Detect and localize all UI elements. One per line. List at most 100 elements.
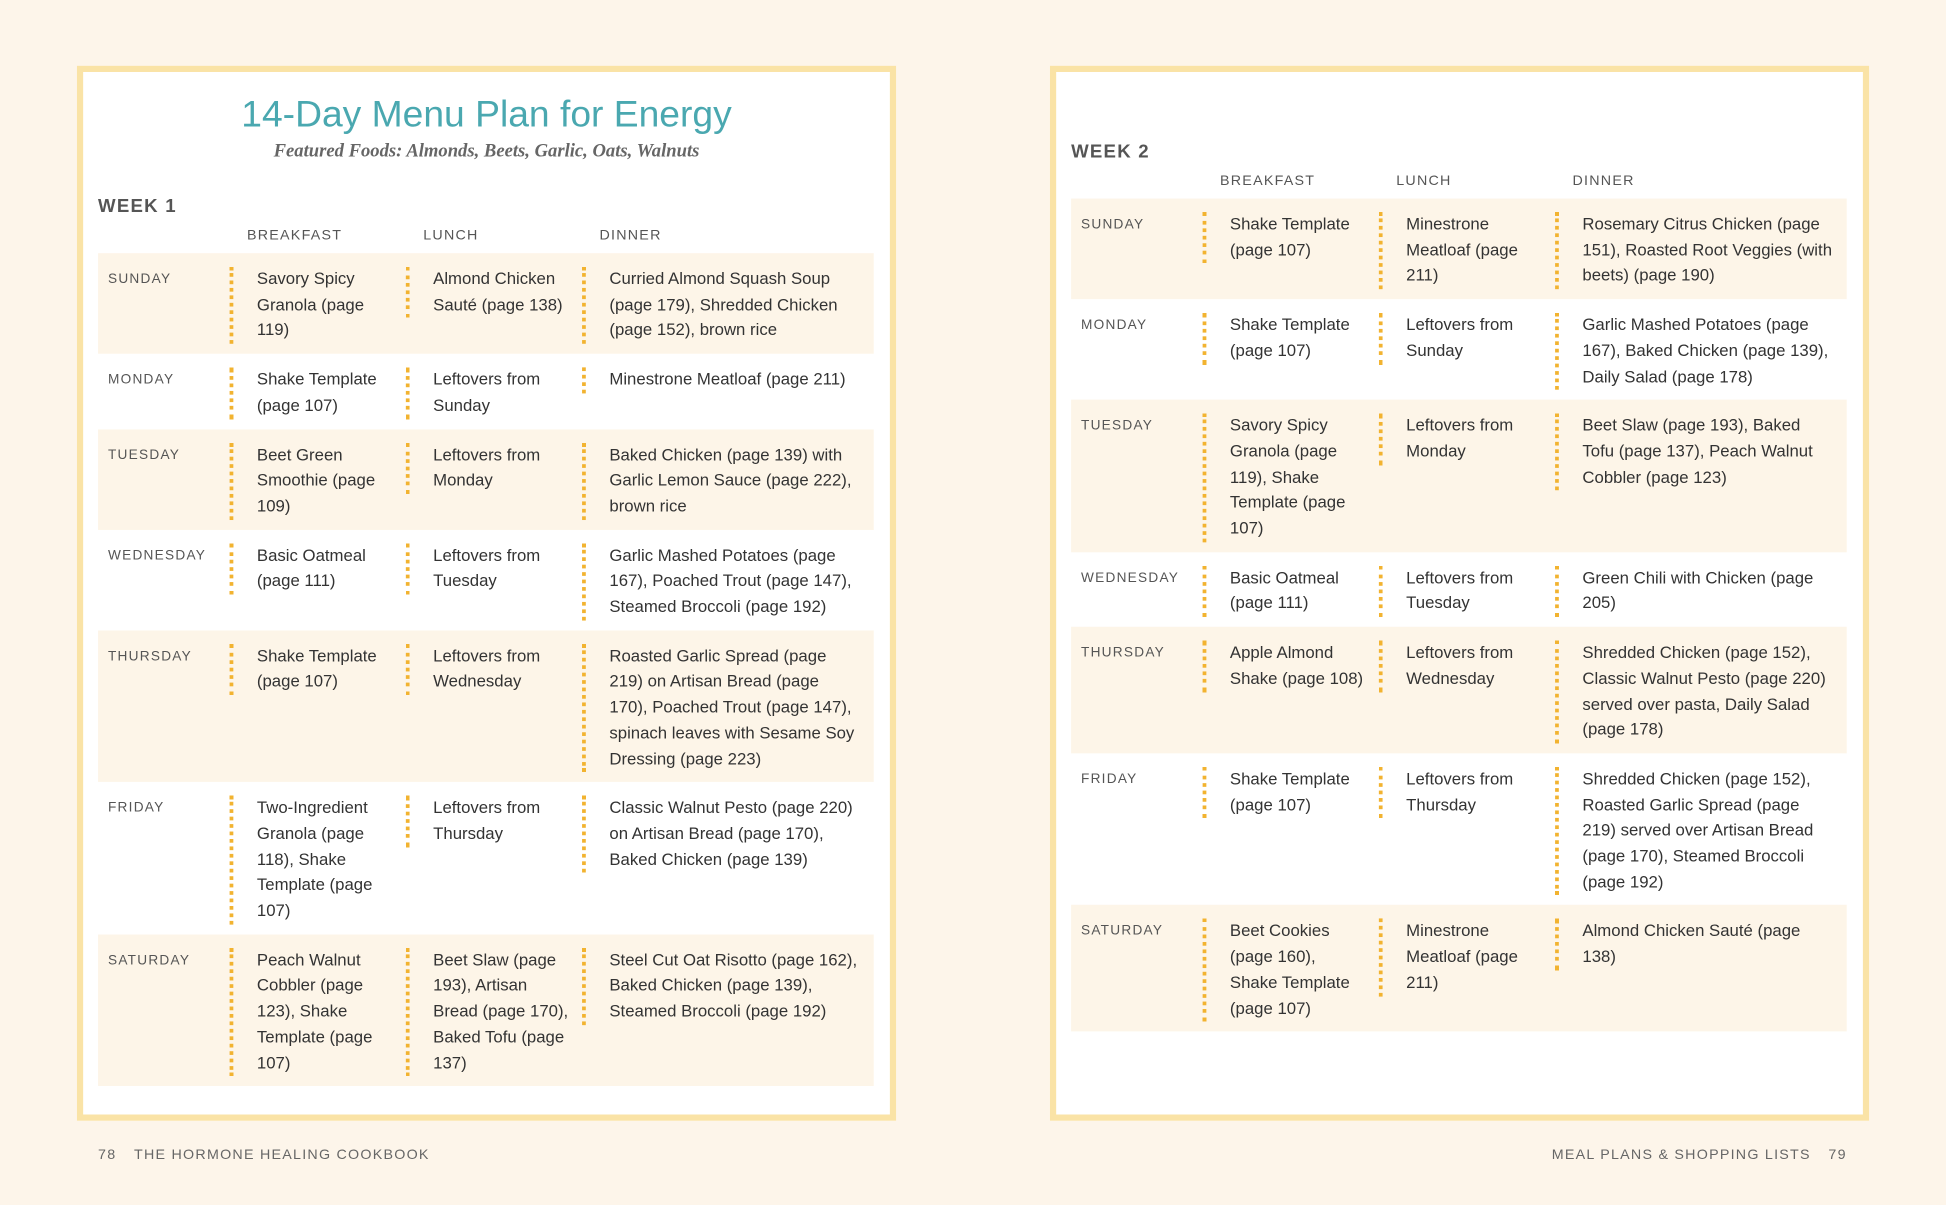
meal-text: Leftovers from Thursday xyxy=(405,795,582,848)
meal-cell: Shake Template (page 107) xyxy=(1202,312,1379,390)
title: 14-Day Menu Plan for Energy xyxy=(241,94,732,136)
meal-text: Leftovers from Wednesday xyxy=(1378,640,1555,692)
meal-cell: Baked Chicken (page 139) with Garlic Lem… xyxy=(582,442,874,520)
meal-row: TUESDAY Savory Spicy Granola (page 119), … xyxy=(1071,399,1847,552)
week-label: WEEK 2 xyxy=(1071,141,1150,163)
meal-cell: Leftovers from Tuesday xyxy=(405,543,582,620)
meal-row: MONDAY Shake Template (page 107) Leftovers… xyxy=(98,354,874,429)
meal-cell: Shredded Chicken (page 152), Roasted Gar… xyxy=(1555,766,1847,896)
meal-row: WEDNESDAY Basic Oatmeal (page 111) Leftove… xyxy=(1071,552,1847,627)
meal-cell: Basic Oatmeal (page 111) xyxy=(1202,565,1379,618)
meal-cell: Rosemary Citrus Chicken (page 151), Roas… xyxy=(1555,212,1847,290)
meal-row: MONDAY Shake Template (page 107) Leftovers… xyxy=(1071,299,1847,400)
running-head: MEAL PLANS & SHOPPING LISTS xyxy=(1551,1148,1811,1163)
day-label: SUNDAY xyxy=(1080,217,1145,233)
meal-text: Minestrone Meatloaf (page 211) xyxy=(582,367,874,394)
day-label: WEDNESDAY xyxy=(107,548,207,563)
meal-text: Shredded Chicken (page 152), Roasted Gar… xyxy=(1555,766,1847,896)
spacer xyxy=(98,227,230,244)
meal-text: Shake Template (page 107) xyxy=(1202,312,1379,365)
meal-text: Leftovers from Sunday xyxy=(1378,312,1555,365)
meal-cell: Leftovers from Tuesday xyxy=(1378,565,1555,618)
meal-text: Shake Template (page 107) xyxy=(229,367,406,419)
day-label: SATURDAY xyxy=(1080,923,1164,939)
meal-text: Savory Spicy Granola (page 119), Shake T… xyxy=(1202,413,1379,543)
meal-row: WEDNESDAY Basic Oatmeal (page 111) Leftove… xyxy=(98,529,874,630)
meal-cell: Leftovers from Wednesday xyxy=(1378,640,1555,744)
meal-cell: Leftovers from Wednesday xyxy=(405,643,582,772)
meal-text: Two-Ingredient Granola (page 118), Shake… xyxy=(229,795,406,925)
meal-row: SUNDAY Savory Spicy Granola (page 119) Alm… xyxy=(98,253,874,354)
meal-cell: Shredded Chicken (page 152), Classic Wal… xyxy=(1555,640,1847,744)
week-table: WEEK 2 BREAKFAST LUNCH DINNER SUNDAY Shake Te… xyxy=(1071,140,1847,1032)
meal-row: THURSDAY Shake Template (page 107) Leftove… xyxy=(98,630,874,783)
meal-cell: Almond Chicken Sauté (page 138) xyxy=(1555,918,1847,1022)
meal-cell: Garlic Mashed Potatoes (page 167), Baked… xyxy=(1555,312,1847,390)
meal-row: FRIDAY Two-Ingredient Granola (page 118),… xyxy=(98,782,874,934)
column-header-row: BREAKFAST LUNCH DINNER xyxy=(98,227,874,244)
meal-cell: Shake Template (page 107) xyxy=(229,367,406,419)
meal-text: Shake Template (page 107) xyxy=(229,643,406,696)
day-label: WEDNESDAY xyxy=(1080,570,1180,586)
meal-cell: Leftovers from Monday xyxy=(405,442,582,519)
meal-cell: Minestrone Meatloaf (page 211) xyxy=(1378,918,1555,1022)
meal-text: Peach Walnut Cobbler (page 123), Shake T… xyxy=(229,947,406,1077)
meal-text: Beet Cookies (page 160), Shake Template … xyxy=(1202,918,1379,1022)
day-label: TUESDAY xyxy=(107,447,181,463)
day-label: THURSDAY xyxy=(107,648,193,664)
column-header: DINNER xyxy=(1572,173,1635,189)
page-number: 79 xyxy=(1828,1148,1847,1163)
meal-text: Beet Slaw (page 193), Artisan Bread (pag… xyxy=(405,947,582,1077)
meal-cell: Peach Walnut Cobbler (page 123), Shake T… xyxy=(229,947,406,1077)
meal-text: Roasted Garlic Spread (page 219) on Arti… xyxy=(582,643,874,773)
meal-cell: Beet Green Smoothie (page 109) xyxy=(229,442,406,520)
meal-text: Basic Oatmeal (page 111) xyxy=(229,543,406,595)
meal-cell: Basic Oatmeal (page 111) xyxy=(229,543,406,620)
meal-row: SUNDAY Shake Template (page 107) Minestron… xyxy=(1071,198,1847,300)
meal-cell: Beet Cookies (page 160), Shake Template … xyxy=(1202,918,1379,1022)
column-header: DINNER xyxy=(599,228,662,244)
meal-text: Leftovers from Monday xyxy=(405,442,582,494)
day-label: FRIDAY xyxy=(107,800,165,816)
meal-row: TUESDAY Beet Green Smoothie (page 109) Lef… xyxy=(98,428,874,530)
day-label: TUESDAY xyxy=(1080,418,1154,434)
meal-text: Shredded Chicken (page 152), Classic Wal… xyxy=(1555,640,1847,744)
week-label: WEEK 1 xyxy=(98,196,177,218)
meal-cell: Minestrone Meatloaf (page 211) xyxy=(1378,212,1555,290)
meal-text: Garlic Mashed Potatoes (page 167), Baked… xyxy=(1555,312,1847,390)
meal-text: Minestrone Meatloaf (page 211) xyxy=(1378,918,1555,997)
meal-text: Beet Slaw (page 193), Baked Tofu (page 1… xyxy=(1555,413,1847,491)
meal-row: THURSDAY Apple Almond Shake (page 108) Lef… xyxy=(1071,626,1847,754)
meal-text: Leftovers from Wednesday xyxy=(405,643,582,696)
meal-cell: Beet Slaw (page 193), Baked Tofu (page 1… xyxy=(1555,413,1847,542)
meal-text: Curried Almond Squash Soup (page 179), S… xyxy=(582,266,874,344)
meal-cell: Green Chili with Chicken (page 205) xyxy=(1555,565,1847,618)
subtitle: Featured Foods: Almonds, Beets, Garlic, … xyxy=(273,141,700,162)
meal-text: Almond Chicken Sauté (page 138) xyxy=(1555,918,1847,971)
meal-cell: Beet Slaw (page 193), Artisan Bread (pag… xyxy=(405,947,582,1077)
meal-row: SATURDAY Peach Walnut Cobbler (page 123),… xyxy=(98,934,874,1087)
meal-text: Leftovers from Monday xyxy=(1378,413,1555,465)
meal-cell: Shake Template (page 107) xyxy=(1202,212,1379,289)
meal-cell: Roasted Garlic Spread (page 219) on Arti… xyxy=(582,643,874,773)
day-label: MONDAY xyxy=(1080,317,1148,333)
meal-cell: Curried Almond Squash Soup (page 179), S… xyxy=(582,266,874,344)
meal-text: Leftovers from Tuesday xyxy=(1378,565,1555,618)
meal-text: Beet Green Smoothie (page 109) xyxy=(229,442,406,520)
meal-cell: Savory Spicy Granola (page 119), Shake T… xyxy=(1202,413,1379,543)
meal-row: SATURDAY Beet Cookies (page 160), Shake T… xyxy=(1071,905,1847,1032)
meal-text: Basic Oatmeal (page 111) xyxy=(1202,565,1379,618)
meal-text: Savory Spicy Granola (page 119) xyxy=(229,266,406,344)
meal-cell: Garlic Mashed Potatoes (page 167), Poach… xyxy=(582,543,874,621)
meal-cell: Leftovers from Sunday xyxy=(1378,312,1555,390)
meal-text: Classic Walnut Pesto (page 220) on Artis… xyxy=(582,795,874,873)
meal-cell: Almond Chicken Sauté (page 138) xyxy=(405,266,582,344)
meal-row: FRIDAY Shake Template (page 107) Leftovers… xyxy=(1071,753,1847,905)
spacer xyxy=(1071,173,1203,190)
column-header-row: BREAKFAST LUNCH DINNER xyxy=(1071,173,1847,190)
meal-text: Rosemary Citrus Chicken (page 151), Roas… xyxy=(1555,212,1847,290)
meal-cell: Savory Spicy Granola (page 119) xyxy=(229,266,406,344)
meal-cell: Minestrone Meatloaf (page 211) xyxy=(582,367,874,419)
